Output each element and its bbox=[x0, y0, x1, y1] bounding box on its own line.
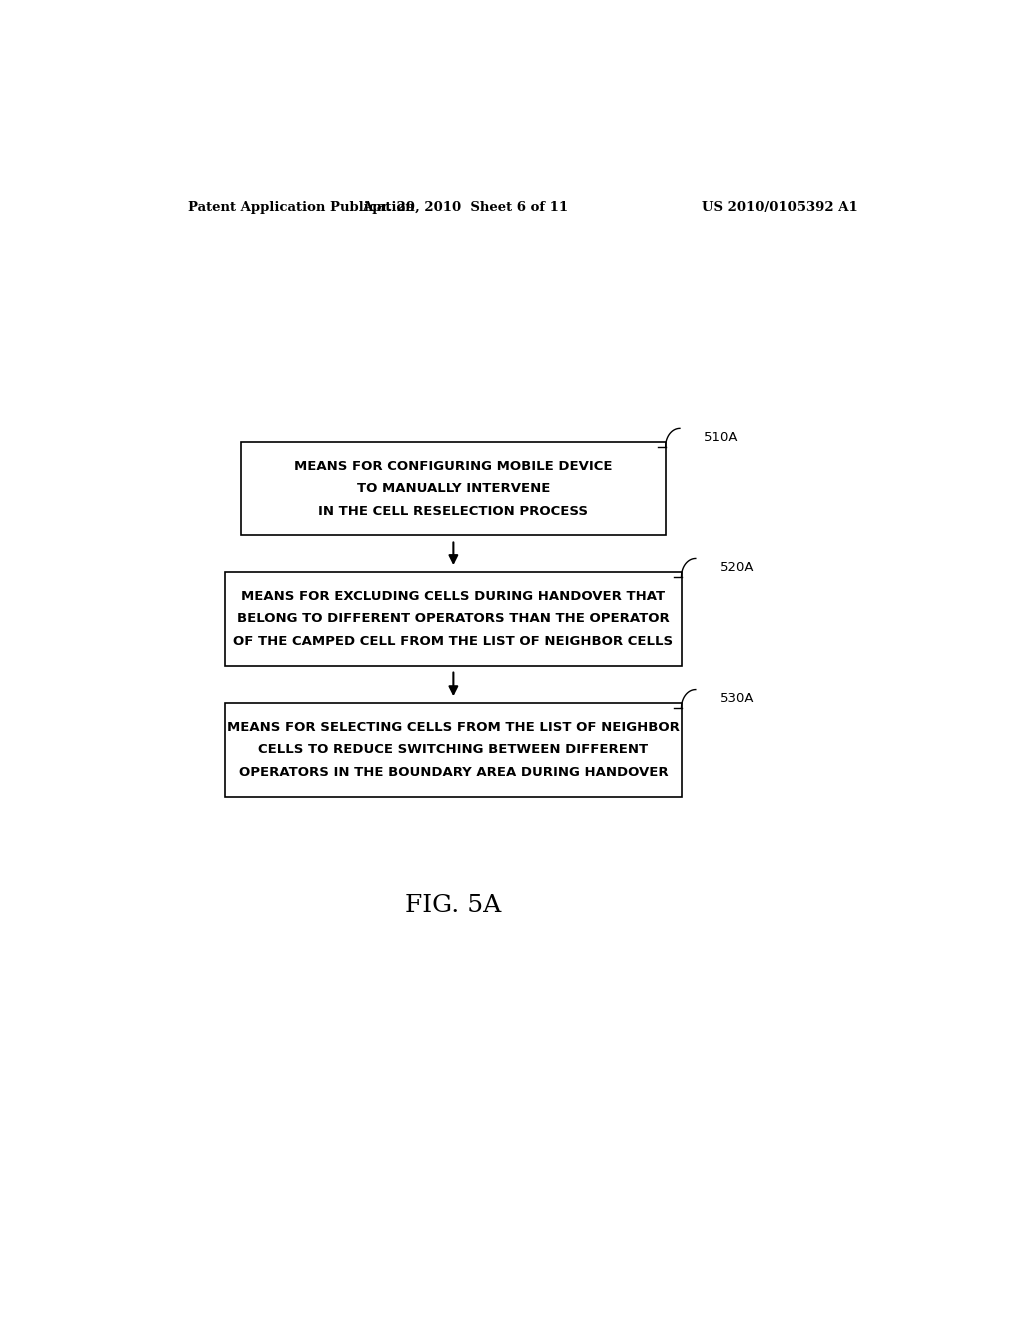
Text: MEANS FOR CONFIGURING MOBILE DEVICE: MEANS FOR CONFIGURING MOBILE DEVICE bbox=[294, 459, 612, 473]
Text: 520A: 520A bbox=[720, 561, 754, 574]
Bar bbox=[225, 572, 682, 665]
Text: BELONG TO DIFFERENT OPERATORS THAN THE OPERATOR: BELONG TO DIFFERENT OPERATORS THAN THE O… bbox=[237, 612, 670, 626]
Bar bbox=[225, 704, 682, 797]
Text: Patent Application Publication: Patent Application Publication bbox=[187, 201, 415, 214]
Text: OF THE CAMPED CELL FROM THE LIST OF NEIGHBOR CELLS: OF THE CAMPED CELL FROM THE LIST OF NEIG… bbox=[233, 635, 674, 648]
Text: Apr. 29, 2010  Sheet 6 of 11: Apr. 29, 2010 Sheet 6 of 11 bbox=[362, 201, 568, 214]
Bar bbox=[241, 442, 666, 536]
Text: IN THE CELL RESELECTION PROCESS: IN THE CELL RESELECTION PROCESS bbox=[318, 504, 589, 517]
Text: CELLS TO REDUCE SWITCHING BETWEEN DIFFERENT: CELLS TO REDUCE SWITCHING BETWEEN DIFFER… bbox=[258, 743, 648, 756]
Text: MEANS FOR SELECTING CELLS FROM THE LIST OF NEIGHBOR: MEANS FOR SELECTING CELLS FROM THE LIST … bbox=[227, 721, 680, 734]
Text: 510A: 510A bbox=[703, 432, 738, 444]
Text: TO MANUALLY INTERVENE: TO MANUALLY INTERVENE bbox=[356, 482, 550, 495]
Text: MEANS FOR EXCLUDING CELLS DURING HANDOVER THAT: MEANS FOR EXCLUDING CELLS DURING HANDOVE… bbox=[242, 590, 666, 603]
Text: OPERATORS IN THE BOUNDARY AREA DURING HANDOVER: OPERATORS IN THE BOUNDARY AREA DURING HA… bbox=[239, 766, 669, 779]
Text: 530A: 530A bbox=[720, 692, 754, 705]
Text: US 2010/0105392 A1: US 2010/0105392 A1 bbox=[702, 201, 858, 214]
Text: FIG. 5A: FIG. 5A bbox=[406, 894, 502, 917]
